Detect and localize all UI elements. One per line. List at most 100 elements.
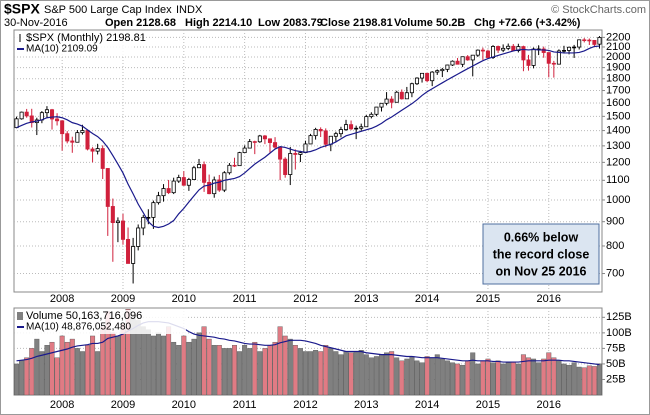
credit: © StockCharts.com	[551, 4, 646, 16]
volume-bar	[237, 351, 243, 396]
x-tick-label: 2008	[50, 293, 74, 305]
volume-bar	[292, 345, 298, 396]
candle-body	[171, 180, 176, 194]
candle-body	[399, 91, 404, 100]
legend-bg	[16, 310, 186, 334]
volume-bar	[333, 351, 339, 396]
volume-bar	[140, 326, 146, 396]
x-tick-label: 2014	[415, 399, 439, 411]
candle-body	[212, 179, 217, 195]
volume-bar	[171, 341, 177, 396]
candle-body	[242, 147, 247, 154]
candle-body	[70, 140, 75, 143]
volume-bar	[34, 338, 40, 396]
volume-bar	[176, 345, 182, 396]
candle-body	[496, 46, 501, 51]
volume-bar	[252, 341, 258, 396]
candle-body	[450, 60, 455, 66]
candle-body	[440, 68, 445, 72]
quote-item: Close 2198.81	[320, 17, 393, 29]
candle-body	[273, 142, 278, 148]
volume-bar	[586, 365, 592, 396]
volume-bar	[424, 356, 430, 396]
volume-bar	[475, 363, 481, 396]
candle-body	[318, 129, 323, 132]
candle-body	[420, 72, 425, 79]
candle-body	[526, 59, 531, 66]
candle-body	[136, 227, 141, 247]
candle-body	[572, 46, 577, 49]
candle-body	[293, 153, 298, 155]
volume-bar	[201, 326, 207, 396]
volume-bar	[318, 351, 324, 396]
volume-bar	[373, 356, 379, 396]
y-tick-label: 1700	[606, 84, 630, 96]
volume-bar	[444, 360, 450, 396]
volume-bar	[434, 354, 440, 396]
volume-bar	[536, 362, 542, 396]
volume-bar	[262, 348, 268, 396]
x-tick-label: 2016	[537, 293, 561, 305]
volume-bar	[571, 362, 577, 396]
candle-body	[49, 109, 55, 120]
volume-bar	[313, 350, 319, 396]
candle-body	[354, 127, 359, 130]
y-tick-label: 800	[606, 240, 624, 252]
x-tick-label: 2011	[233, 399, 257, 411]
y-tick-label: 900	[606, 216, 624, 228]
candle-body	[120, 220, 126, 240]
candle-body	[80, 130, 85, 134]
candle-body	[267, 138, 273, 143]
candle-body	[100, 148, 105, 169]
candle-body	[95, 148, 100, 152]
candle-body	[75, 132, 80, 143]
x-tick-label: 2013	[354, 293, 378, 305]
quote-item: Volume 50.2B	[394, 17, 465, 29]
candle-body	[374, 106, 379, 115]
candle-body	[338, 129, 343, 135]
candle-body	[349, 124, 354, 130]
candle-body	[55, 118, 60, 122]
volume-bar	[277, 326, 283, 396]
volume-bar	[64, 341, 70, 396]
volume-bar	[216, 345, 222, 396]
y-tick-label: 1200	[606, 156, 630, 168]
volume-bar	[74, 348, 80, 396]
candle-body	[384, 98, 389, 104]
volume-bar	[515, 363, 521, 396]
candle-body	[490, 46, 496, 58]
volume-bar	[576, 366, 582, 396]
volume-bar	[429, 357, 435, 396]
annotation-text: the record close	[493, 247, 590, 261]
volume-bar	[470, 352, 476, 396]
volume-bar	[323, 345, 329, 396]
volume-bar	[338, 354, 344, 396]
candle-body	[430, 71, 435, 82]
candle-body	[29, 115, 34, 124]
candle-body	[551, 62, 556, 65]
candle-body	[506, 45, 511, 49]
y-tick-label: 700	[606, 267, 624, 279]
y-tick-label: 1100	[606, 174, 630, 186]
candle-body	[126, 238, 131, 264]
ma-line	[16, 45, 600, 229]
candle-body	[561, 50, 567, 52]
volume-bar	[302, 351, 308, 396]
volume-bar	[551, 357, 557, 396]
quote-item: Low 2083.79	[258, 17, 323, 29]
volume-bar	[348, 352, 354, 396]
candle-body	[313, 129, 318, 137]
candle-body	[105, 168, 110, 207]
volume-bar	[19, 360, 25, 396]
volume-bar	[353, 351, 359, 396]
candle-body	[445, 64, 450, 70]
y-tick-label: 25B	[606, 373, 626, 385]
volume-bar	[54, 357, 60, 396]
chart-title: $SPX	[4, 1, 40, 17]
volume-bar	[150, 335, 156, 396]
candle-body	[146, 216, 151, 219]
candle-body	[156, 195, 161, 204]
volume-bar	[155, 332, 161, 396]
candle-body	[501, 47, 506, 51]
x-tick-label: 2016	[537, 399, 561, 411]
